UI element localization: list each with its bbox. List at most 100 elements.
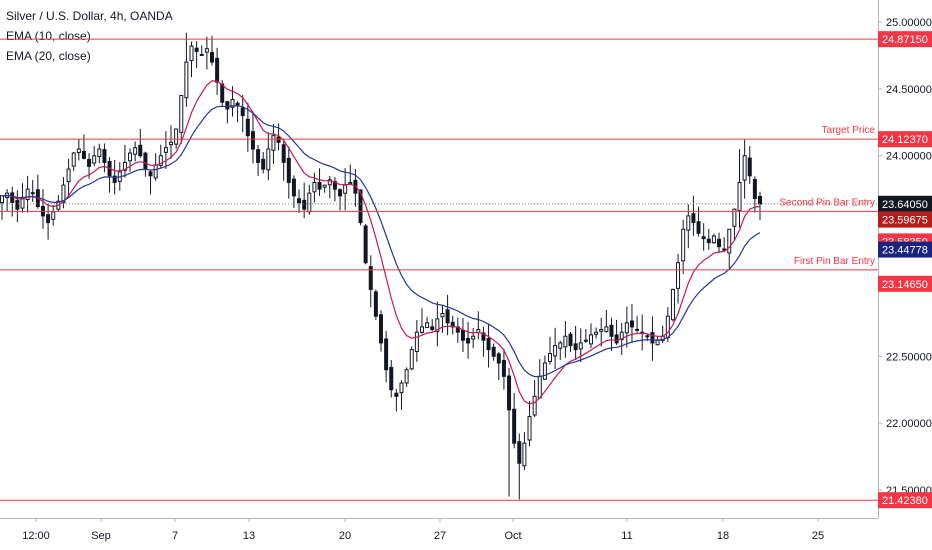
candle-body [240, 107, 245, 117]
candle-body [179, 95, 184, 133]
candle-body [184, 61, 189, 99]
candle-body [189, 45, 194, 62]
candle-body [645, 335, 650, 338]
candle-body [717, 238, 722, 248]
candle-body [87, 158, 92, 167]
candle-body [204, 48, 209, 53]
candle-body [409, 349, 414, 370]
candle-body [670, 288, 675, 321]
candle-body [250, 131, 255, 150]
candle-body [133, 147, 138, 155]
candle-body [430, 326, 435, 331]
candle-body [215, 57, 220, 83]
candle-body [112, 175, 117, 183]
candle-body [230, 99, 235, 108]
candle-body [573, 343, 578, 351]
candle-body [599, 329, 604, 332]
candle-body [297, 198, 302, 204]
candle-body [148, 171, 153, 177]
candle-body [81, 150, 86, 159]
level-label: 21.42380 [882, 495, 928, 507]
level-text: Target Price [822, 125, 876, 136]
candle-body [711, 235, 716, 244]
legend-ema20: EMA (20, close) [6, 49, 91, 63]
candle-body [619, 331, 624, 341]
candle-body [676, 262, 681, 289]
candle-body [752, 179, 757, 200]
candle-body [102, 149, 107, 163]
candle-body [143, 152, 148, 170]
candle-body [256, 149, 261, 163]
candle-body [542, 362, 547, 380]
candle-body [158, 155, 163, 166]
candle-body [665, 315, 670, 339]
x-tick-label: 7 [172, 530, 178, 542]
candle-body [435, 318, 440, 333]
candle-body [624, 322, 629, 334]
candle-body [245, 118, 250, 137]
candle-body [727, 228, 732, 254]
candle-body [512, 408, 517, 444]
candle-body [174, 128, 179, 145]
candle-body [25, 188, 30, 201]
level-text: Second Pin Bar Entry [779, 197, 875, 208]
ema10-label: 23.59675 [882, 215, 928, 227]
x-tick-label: 12:00 [22, 530, 50, 542]
candle-body [629, 320, 634, 328]
candle-body [686, 215, 691, 231]
candle-body [655, 339, 660, 346]
y-tick-label: 22.00000 [886, 418, 932, 430]
candle-body [15, 199, 20, 210]
candle-body [235, 102, 240, 106]
candle-body [532, 395, 537, 416]
candle-body [588, 334, 593, 345]
candle-body [379, 314, 383, 344]
candle-body [563, 335, 568, 348]
candle-body [481, 332, 486, 341]
y-tick-label: 25.00000 [886, 17, 932, 29]
candle-body [394, 392, 399, 397]
candle-body [414, 331, 419, 352]
candle-body [425, 322, 430, 329]
x-tick-label: 27 [434, 530, 446, 542]
y-tick-label: 22.50000 [886, 351, 932, 363]
candle-body [445, 309, 450, 324]
candle-body [363, 225, 368, 264]
x-tick-label: Oct [504, 530, 521, 542]
x-tick-label: 20 [339, 530, 351, 542]
candle-body [706, 238, 711, 244]
x-tick-label: Sep [91, 530, 111, 542]
candle-body [384, 338, 389, 371]
candle-body [76, 148, 81, 154]
level-label: 24.87150 [882, 34, 928, 46]
candle-body [30, 192, 35, 195]
candle-body [373, 291, 378, 317]
candle-body [517, 441, 522, 464]
candle-body [389, 366, 394, 391]
candle-body [169, 141, 174, 146]
candle-body [609, 324, 614, 337]
ema20-label-bg [878, 241, 932, 258]
candle-body [471, 335, 476, 340]
level-label-bg [878, 275, 932, 292]
candle-body [122, 161, 127, 171]
candle-body [491, 346, 496, 357]
candle-body [322, 184, 327, 188]
candle-body [681, 228, 686, 262]
candle-body [758, 195, 762, 205]
candle-body [486, 338, 491, 351]
candle-body [650, 332, 655, 344]
candle-body [317, 181, 322, 190]
candle-body [271, 135, 276, 151]
candle-body [92, 155, 97, 164]
candle-body [199, 53, 204, 56]
candle-body [747, 157, 752, 177]
y-tick-label: 24.50000 [886, 84, 932, 96]
candle-body [261, 158, 266, 170]
candle-body [291, 178, 296, 197]
candle-body [614, 334, 619, 344]
candle-body [307, 192, 312, 213]
candle-body [635, 328, 640, 331]
level-label: 24.12370 [882, 134, 928, 146]
